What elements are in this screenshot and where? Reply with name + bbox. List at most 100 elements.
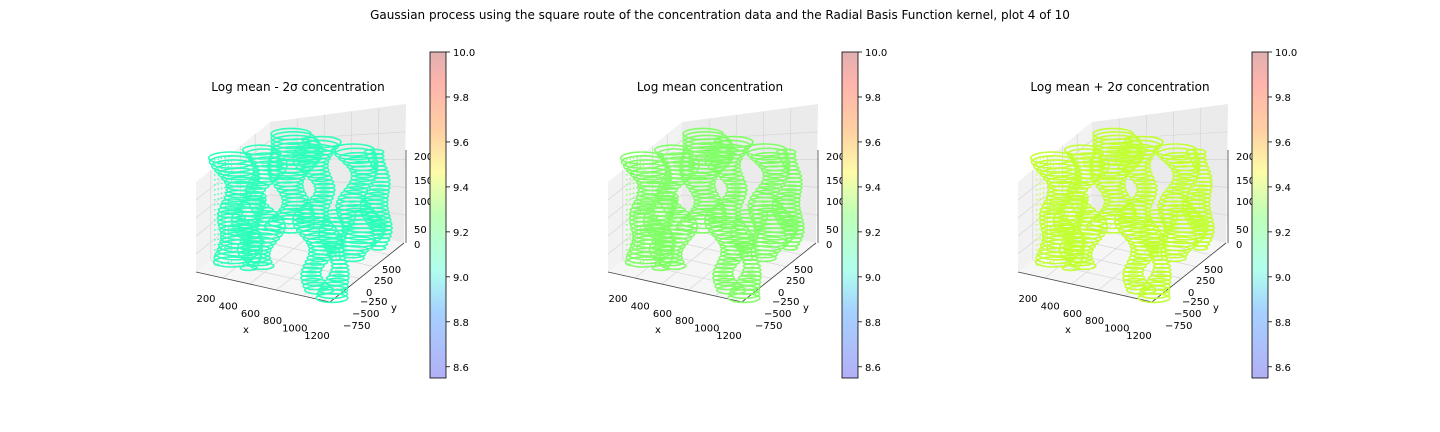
sweep-line (213, 255, 233, 261)
contour-ring (637, 185, 668, 195)
contour-ring (782, 228, 805, 236)
contour-ring (316, 288, 349, 300)
contour-ring (715, 169, 743, 179)
sweep-line (1035, 240, 1055, 246)
sweep-line (1035, 200, 1055, 206)
sweep-line (625, 160, 645, 166)
contour-ring (241, 195, 267, 205)
x-tick-label: 200 (608, 294, 627, 305)
sweep-line (213, 180, 233, 186)
contour-ring (1063, 195, 1089, 205)
sweep-line (213, 170, 233, 176)
contour-ring (328, 270, 350, 278)
contour-ring (1146, 246, 1167, 254)
contour-ring (776, 215, 804, 225)
contour-ring (1069, 177, 1097, 187)
y-axis-label: y (391, 303, 397, 314)
contour-ring (270, 138, 323, 154)
contour-ring (658, 228, 696, 240)
contour-ring (1185, 191, 1212, 201)
contour-ring (371, 180, 391, 188)
contour-ring (1057, 228, 1082, 237)
x-tick-label: 600 (653, 309, 672, 320)
y-tick-label: 0 (366, 288, 372, 299)
colorbar-tick-label: 9.8 (1275, 93, 1291, 104)
x-tick-label: 600 (241, 309, 260, 320)
contour-ring (728, 288, 761, 300)
contour-ring (775, 191, 802, 201)
sweep-line (213, 185, 233, 191)
z-tick-label: 50 (1236, 225, 1249, 236)
contour-ring (1145, 208, 1179, 220)
contour-ring (231, 219, 260, 229)
sweep-line (1035, 245, 1055, 251)
contour-sweep (625, 155, 645, 266)
contour-ring (706, 143, 749, 157)
contour-ring (1150, 270, 1172, 278)
contour-ring (703, 152, 743, 165)
y-axis-label: y (1213, 303, 1219, 314)
contour-ring (704, 147, 746, 161)
axis-edges (1017, 150, 1229, 303)
sweep-line (213, 225, 233, 231)
contour-ring (709, 205, 742, 216)
sweep-line (1035, 175, 1055, 181)
x-tick-label: 800 (263, 316, 282, 327)
contour-ring (318, 233, 346, 243)
y-tick-label: −750 (1165, 321, 1192, 332)
contour-ring (1135, 182, 1158, 190)
sweep-line (1035, 210, 1055, 216)
contour-ring (662, 224, 698, 236)
sweep-line (625, 240, 645, 246)
sweep-line (1035, 160, 1055, 166)
z-tick-label: 50 (414, 225, 427, 236)
x-tick-label: 1200 (716, 331, 741, 342)
subplot-title: Log mean concentration (637, 80, 783, 94)
contour-ring (1063, 236, 1084, 244)
contour-ring (751, 253, 777, 263)
contour-ring (330, 262, 350, 270)
z-tick-label: 0 (826, 240, 832, 251)
contour-ring (321, 242, 344, 250)
contour-ring (364, 215, 392, 225)
z-tick-label: 0 (414, 240, 420, 251)
contour-ring (712, 277, 738, 287)
axis-edges (195, 150, 407, 303)
y-tick-label: 500 (794, 265, 813, 276)
contour-ring (651, 264, 670, 272)
contour-ring (361, 211, 391, 221)
sweep-line (625, 170, 645, 176)
colorbar-tick-label: 9.4 (1275, 183, 1291, 194)
contour-ring (629, 206, 655, 215)
y-tick-label: −500 (1174, 309, 1201, 320)
contour-ring (339, 253, 365, 263)
contour-ring (292, 147, 334, 161)
x-axis-label: x (655, 325, 661, 336)
contour-ring (643, 219, 672, 229)
contour-ring (239, 264, 258, 272)
x-axis-line (1017, 271, 1153, 303)
sweep-line (213, 235, 233, 241)
y-tick-label: 0 (1188, 288, 1194, 299)
contour-ring (313, 190, 336, 198)
sweep-line (213, 245, 233, 251)
z-tick-label: 0 (1236, 240, 1242, 251)
contour-ring (238, 232, 261, 240)
contour-ring (1148, 274, 1172, 282)
sweep-line (213, 230, 233, 236)
contour-ring (712, 266, 735, 274)
x-tick-label: 1000 (694, 324, 719, 335)
contour-ring (1119, 205, 1152, 216)
contour-ring (1138, 288, 1171, 300)
axis-edges (607, 150, 819, 303)
sweep-line (625, 185, 645, 191)
contour-ring (346, 182, 371, 190)
contour-ring (348, 178, 373, 186)
contour-ring (370, 228, 393, 236)
sweep-line (213, 200, 233, 206)
sweep-line (625, 250, 645, 256)
contour-ring (719, 173, 745, 183)
contour-ring (1133, 178, 1157, 186)
z-tick-label: 150 (414, 176, 433, 187)
sweep-line (1035, 230, 1055, 236)
